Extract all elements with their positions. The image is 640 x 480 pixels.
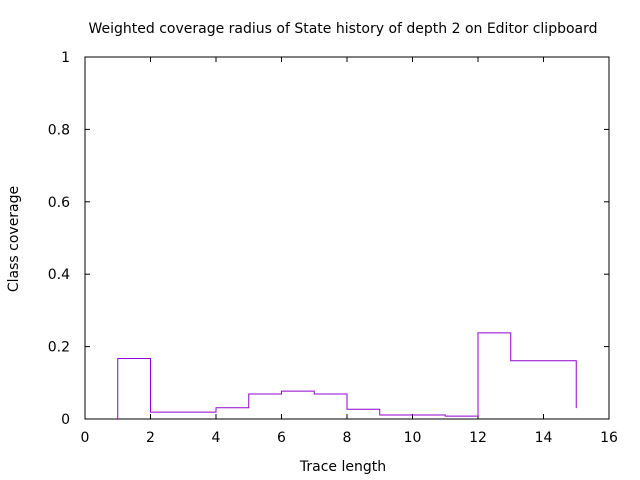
x-tick-label: 14 [535, 430, 553, 446]
y-tick-label: 0.4 [48, 267, 70, 283]
y-tick-label: 0.6 [48, 195, 70, 211]
series-line [117, 332, 577, 419]
y-tick-label: 0 [61, 412, 70, 428]
x-tick-label: 0 [81, 430, 90, 446]
x-tick-label: 2 [146, 430, 155, 446]
x-tick-label: 4 [212, 430, 221, 446]
y-axis-label: Class coverage [6, 186, 22, 292]
y-tick-label: 0.2 [48, 340, 70, 356]
x-tick-label: 12 [469, 430, 487, 446]
plot-frame [84, 56, 610, 420]
chart-title: Weighted coverage radius of State histor… [88, 21, 597, 37]
y-tick-label: 1 [61, 50, 70, 66]
y-tick-label: 0.8 [48, 122, 70, 138]
x-tick-label: 16 [600, 430, 618, 446]
x-axis-label: Trace length [299, 459, 386, 475]
x-tick-label: 8 [343, 430, 352, 446]
x-ticks: 0 2 4 6 8 10 12 14 16 [81, 57, 618, 446]
x-tick-label: 6 [277, 430, 286, 446]
series-layer [117, 332, 577, 419]
y-ticks: 0 0.2 0.4 0.6 0.8 1 [48, 50, 609, 428]
x-tick-label: 10 [404, 430, 422, 446]
